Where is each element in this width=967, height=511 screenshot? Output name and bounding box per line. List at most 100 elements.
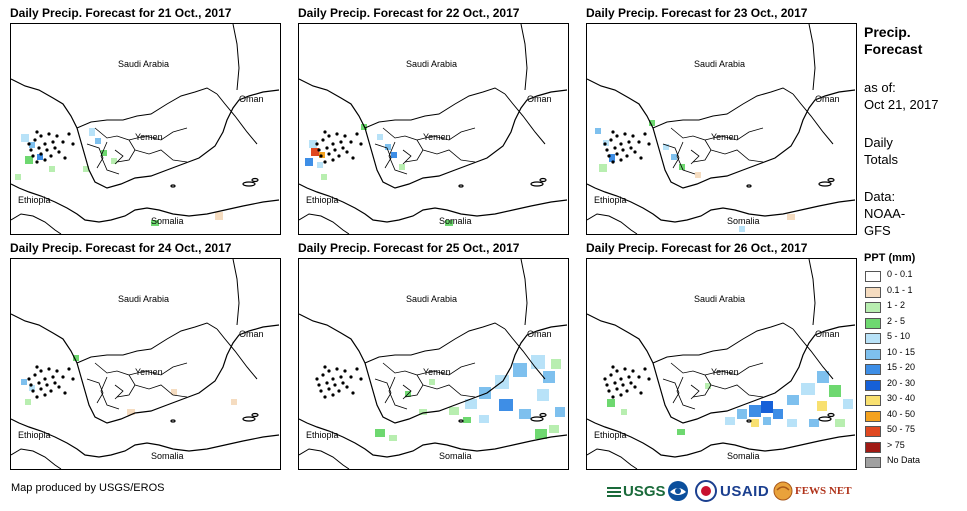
- governorate-border: [86, 378, 104, 404]
- precip-cell: [761, 401, 773, 413]
- country-label-yemen: Yemen: [135, 367, 163, 377]
- map-frame: Saudi Arabia Oman Yemen Ethiopia Somalia: [298, 258, 569, 470]
- governorate-border: [416, 127, 476, 141]
- precip-cell: [595, 128, 601, 134]
- sidebar-totals: Daily Totals: [864, 134, 898, 168]
- country-label-ethiopia: Ethiopia: [18, 430, 51, 440]
- island-dot: [43, 377, 47, 381]
- precip-cell: [725, 417, 735, 425]
- precip-cell: [809, 419, 819, 427]
- island-dot: [615, 387, 619, 391]
- socotra-island: [827, 412, 835, 418]
- country-label-oman: Oman: [527, 94, 552, 104]
- precip-cell: [309, 140, 317, 148]
- legend-label: > 75: [887, 439, 905, 450]
- precip-cell: [519, 409, 531, 419]
- island-dot: [63, 391, 67, 395]
- precip-cell: [749, 405, 761, 417]
- island-dot: [621, 383, 625, 387]
- governorate-border: [388, 141, 408, 175]
- island-dot: [35, 365, 39, 369]
- legend-label: 30 - 40: [887, 393, 916, 403]
- island-dot: [327, 152, 331, 156]
- precip-cell: [479, 387, 491, 399]
- socotra-island: [170, 419, 176, 423]
- socotra-island: [251, 177, 259, 183]
- precip-cell: [649, 120, 655, 126]
- island-dot: [647, 142, 651, 146]
- africa-coastline: [11, 183, 280, 223]
- sidebar-asof: as of: Oct 21, 2017: [864, 79, 938, 113]
- island-dot: [341, 146, 345, 150]
- island-dot: [619, 158, 623, 162]
- island-dot: [319, 154, 323, 158]
- island-dot: [331, 393, 335, 397]
- yemen-oman-border: [792, 328, 834, 380]
- country-label-yemen: Yemen: [423, 367, 451, 377]
- country-label-oman: Oman: [527, 329, 552, 339]
- precip-cell: [663, 144, 669, 150]
- governorate-border: [662, 143, 680, 169]
- africa-coastline: [299, 183, 568, 223]
- precip-cell: [445, 220, 453, 226]
- ethiopia-border: [299, 448, 350, 469]
- island-dot: [643, 132, 647, 136]
- precip-cell: [499, 399, 513, 411]
- country-label-saudi-arabia: Saudi Arabia: [118, 59, 170, 69]
- fews-text: FEWS NET: [795, 485, 852, 497]
- island-dot: [615, 369, 619, 373]
- panel-title: Daily Precip. Forecast for 22 Oct., 2017: [298, 6, 520, 20]
- precip-cell: [231, 399, 237, 405]
- precip-cell: [29, 385, 35, 391]
- island-dot: [639, 391, 643, 395]
- legend-label: 0 - 0.1: [887, 269, 913, 279]
- fews-globe-icon: [773, 481, 793, 501]
- socotra-island: [746, 184, 752, 188]
- precip-cell: [695, 172, 701, 178]
- island-dot: [619, 377, 623, 381]
- yemen-saudi-border: [652, 322, 794, 364]
- precip-cell: [787, 214, 795, 220]
- legend-title: PPT (mm): [864, 252, 916, 264]
- panel-title: Daily Precip. Forecast for 23 Oct., 2017: [586, 6, 808, 20]
- island-dot: [627, 140, 631, 144]
- island-dot: [51, 375, 55, 379]
- legend-swatch: [865, 286, 881, 298]
- saudi-oman-border: [808, 24, 816, 91]
- precip-map: [11, 24, 280, 234]
- island-dot: [315, 142, 319, 146]
- precip-cell: [391, 152, 397, 158]
- sidebar-data-source: Data: NOAA- GFS: [864, 188, 905, 239]
- legend-swatch: [865, 410, 881, 422]
- precip-cell: [25, 156, 33, 164]
- precip-cell: [49, 166, 55, 172]
- island-dot: [43, 158, 47, 162]
- legend-swatch: [865, 426, 881, 437]
- saudi-oman-border: [808, 259, 816, 326]
- island-dot: [335, 367, 339, 371]
- island-dot: [61, 375, 65, 379]
- precip-cell: [677, 429, 685, 435]
- precip-cell: [535, 429, 547, 439]
- precip-cell: [843, 399, 853, 409]
- precip-map: [299, 259, 568, 469]
- governorate-border: [100, 141, 120, 175]
- precip-cell: [21, 379, 27, 385]
- island-dot: [71, 142, 75, 146]
- coastline: [299, 78, 568, 189]
- saudi-oman-border: [520, 259, 528, 326]
- precip-cell: [599, 164, 607, 172]
- precip-cell: [479, 415, 489, 423]
- legend-label: 20 - 30: [887, 377, 916, 388]
- ethiopia-border: [587, 213, 638, 234]
- precip-cell: [551, 359, 561, 369]
- fews-net-logo: FEWS NET: [773, 480, 852, 502]
- legend-swatch: [865, 302, 881, 313]
- usgs-mark-icon: [607, 485, 621, 497]
- ethiopia-border: [299, 213, 350, 234]
- precip-cell: [531, 355, 545, 369]
- governorate-border: [374, 378, 392, 404]
- precip-cell: [89, 128, 95, 136]
- socotra-island: [530, 181, 544, 187]
- governorate-border: [86, 143, 104, 169]
